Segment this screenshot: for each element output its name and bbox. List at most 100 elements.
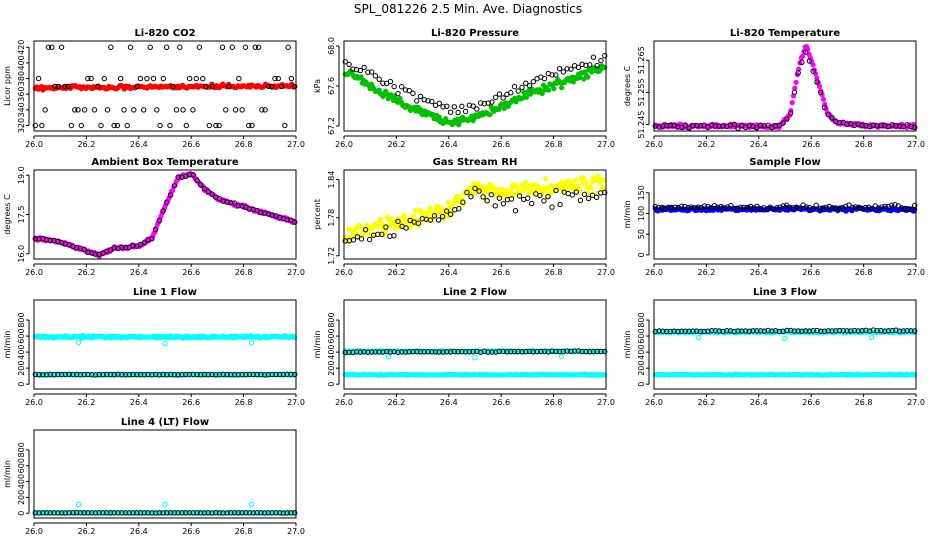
data-point [690,328,696,334]
plot-frame [33,429,297,519]
data-point [655,204,662,211]
data-points [32,333,298,378]
data-point [288,510,294,516]
x-axis: 26.0 26.2 26.4 26.6 26.8 27.0 [25,263,305,277]
panel-sample-flow: Sample Flow ml/min 26.0 26.2 26.4 26.6 26.8 27.… [623,157,925,277]
data-point [595,173,601,179]
x-tick-label: 26.0 [25,140,43,149]
series-box-temp-2-5-min [32,172,298,258]
data-point [714,204,721,211]
data-point [843,203,849,210]
y-tick-label: 800 [17,312,26,327]
data-point [466,349,473,355]
y-axis-label: kPa [313,79,322,93]
x-tick-label: 26.8 [235,527,253,536]
panel-line-1-flow: Line 1 Flow ml/min 26.0 26.2 26.4 26.6 26.8 27.… [3,287,305,407]
data-point [391,83,397,90]
data-point [239,510,245,516]
data-point [489,99,495,105]
data-point [829,328,835,334]
data-point [85,75,91,82]
data-point [175,510,181,516]
data-point [515,88,521,94]
data-point [377,216,384,222]
data-point [152,371,159,378]
data-point [140,107,147,113]
data-point [692,205,698,211]
data-point [444,103,450,109]
x-tick-label: 26.8 [855,398,873,407]
data-point [365,69,371,75]
data-point [141,240,148,246]
data-point [870,327,877,333]
data-point [425,349,431,355]
data-point [660,328,666,334]
data-point [36,371,42,378]
y-tick-label: 50 [637,229,646,239]
plot-frame [33,40,297,132]
data-point [73,510,80,516]
data-point [896,328,903,334]
data-point [278,83,285,90]
data-point [451,104,458,110]
data-point [787,110,794,116]
data-point [818,89,824,96]
data-point [898,205,905,211]
data-point [564,66,570,72]
data-point [878,327,884,334]
data-point [663,328,670,335]
data-point [575,64,582,70]
data-point [813,71,819,77]
series-line-2-flow-low [342,371,608,378]
panel-title: Line 4 (LT) Flow [121,417,209,428]
data-point [529,200,535,207]
data-point [121,107,127,113]
data-point [564,348,570,354]
data-point [515,348,521,355]
x-tick-label: 26.8 [545,140,563,149]
y-tick-label: 800 [17,442,26,457]
data-point [209,191,215,197]
x-tick-label: 26.2 [77,527,95,536]
data-point [833,205,839,211]
data-point [814,79,820,85]
data-point [765,327,771,334]
data-point [96,510,102,516]
data-point [896,123,903,129]
data-point [91,107,98,113]
data-point [769,328,775,334]
data-point [368,349,375,355]
data-point [391,232,397,239]
data-point [904,328,910,334]
data-point [496,195,503,201]
data-point [137,75,144,82]
data-point [182,371,189,378]
data-point [772,123,779,129]
data-point [602,177,608,183]
data-point [879,204,885,210]
data-point [601,348,608,355]
data-point [246,510,253,516]
data-point [273,371,279,378]
data-point [43,237,50,243]
x-tick-label: 26.6 [802,268,820,277]
data-point [472,185,478,192]
data-point [186,510,193,516]
data-point [220,510,226,516]
data-point [369,226,376,232]
data-point [716,123,722,129]
data-point [246,122,252,129]
series-rh-2-5-min [342,185,608,244]
data-point [92,372,99,378]
data-point [254,371,260,378]
data-point [489,349,495,355]
data-point [246,206,253,212]
data-point [219,44,226,50]
data-point [88,75,94,82]
x-tick-label: 27.0 [907,268,925,277]
data-point [122,510,129,516]
data-point [572,177,578,183]
data-point [579,348,585,355]
data-point [429,98,435,105]
